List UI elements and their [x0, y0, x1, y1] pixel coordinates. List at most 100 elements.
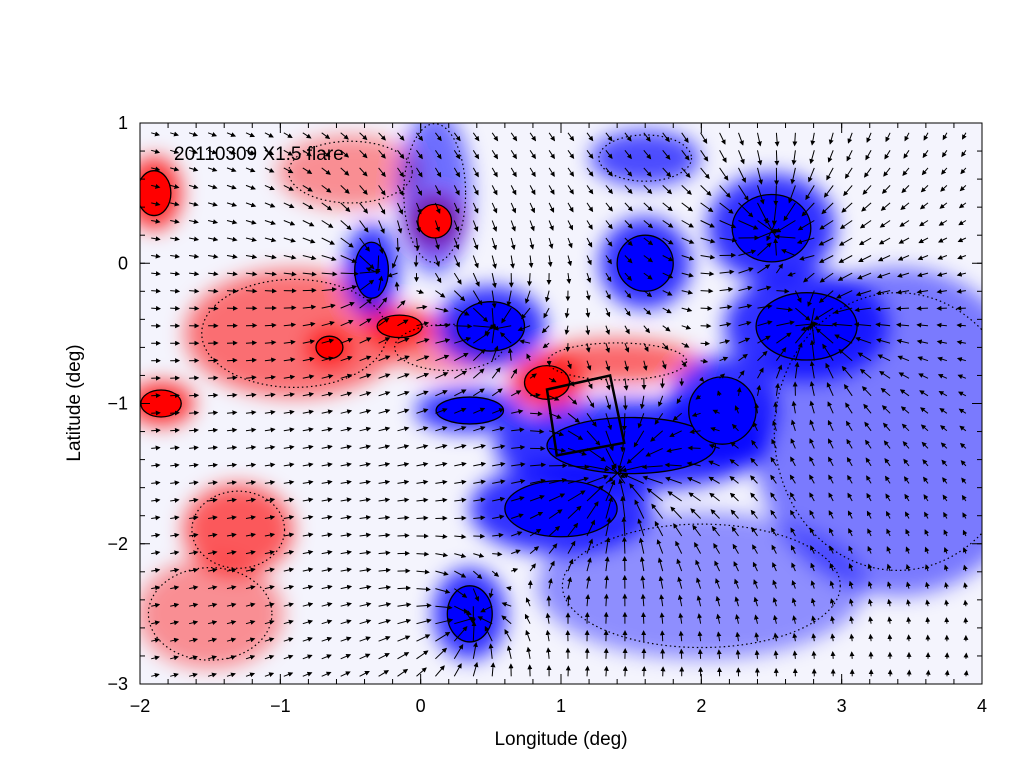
- field-arrow-557: [472, 348, 486, 362]
- field-arrow-494: [435, 372, 449, 379]
- field-arrow-973: [719, 356, 729, 362]
- field-arrow-564: [473, 479, 486, 485]
- field-arrow-805: [624, 220, 633, 229]
- field-arrow-342: [340, 514, 352, 520]
- field-arrow-53: [170, 497, 180, 503]
- field-arrow-726: [567, 505, 582, 519]
- field-arrow-258: [302, 167, 313, 174]
- field-arrow-473: [416, 569, 430, 575]
- field-arrow-56: [170, 550, 180, 556]
- field-arrow-309: [321, 497, 333, 503]
- field-arrow-645: [529, 220, 535, 232]
- field-arrow-770: [605, 167, 613, 177]
- field-arrow-848: [637, 413, 645, 429]
- field-arrow-260: [302, 202, 314, 210]
- field-arrow-587: [484, 325, 493, 336]
- positive-region-contour-4: [191, 490, 286, 569]
- field-arrow-783: [605, 395, 612, 410]
- field-arrow-39: [170, 253, 180, 259]
- field-arrow-577: [491, 150, 499, 160]
- field-arrow-859: [640, 593, 646, 607]
- positive-region-halo-2: [184, 269, 404, 398]
- field-arrow-67: [188, 184, 199, 190]
- field-arrow-143: [226, 392, 238, 398]
- field-arrow-858: [640, 575, 646, 589]
- field-arrow-55: [170, 532, 180, 538]
- field-arrow-590: [491, 367, 501, 379]
- field-arrow-747: [585, 325, 591, 336]
- field-arrow-526: [454, 370, 468, 379]
- field-arrow-268: [302, 339, 316, 345]
- field-arrow-136: [226, 271, 238, 277]
- field-arrow-988: [716, 613, 721, 624]
- field-arrow-1059: [773, 185, 779, 206]
- field-arrow-877: [661, 360, 667, 370]
- field-arrow-1007: [736, 387, 742, 396]
- field-arrow-626: [511, 444, 526, 450]
- field-arrow-445: [397, 635, 411, 642]
- field-arrow-314: [321, 584, 333, 590]
- field-arrow-606: [488, 643, 494, 659]
- field-arrow-261: [302, 220, 315, 227]
- field-arrow-681: [545, 290, 550, 303]
- field-arrow-914: [666, 447, 682, 453]
- field-arrow-447: [397, 668, 409, 677]
- field-arrow-922: [677, 576, 683, 589]
- field-arrow-10: [151, 305, 161, 311]
- field-arrow-372: [359, 479, 371, 485]
- field-arrow-919: [673, 523, 683, 537]
- field-arrow-25: [151, 567, 161, 573]
- field-arrow-883: [641, 464, 663, 470]
- field-arrow-424: [387, 272, 398, 278]
- field-arrow-497: [435, 426, 448, 432]
- field-arrow-711: [567, 255, 573, 267]
- field-arrow-177: [245, 427, 257, 433]
- field-arrow-721: [567, 430, 584, 440]
- field-arrow-240: [283, 409, 295, 415]
- field-arrow-449: [416, 150, 423, 160]
- field-arrow-901: [681, 220, 694, 228]
- field-arrow-353: [359, 149, 368, 159]
- field-arrow-484: [434, 202, 441, 214]
- field-arrow-401: [378, 426, 391, 432]
- field-arrow-816: [621, 413, 627, 431]
- field-arrow-583: [491, 255, 497, 269]
- x-tick-label-4: 2: [696, 696, 706, 716]
- negative-region-core-6: [616, 234, 674, 292]
- field-arrow-694: [548, 509, 563, 519]
- field-arrow-965: [719, 220, 737, 229]
- field-arrow-535: [454, 534, 467, 540]
- field-arrow-423: [391, 255, 398, 269]
- field-arrow-503: [435, 533, 448, 539]
- field-arrow-937: [700, 288, 714, 294]
- field-arrow-432: [397, 408, 410, 414]
- field-arrow-95: [188, 672, 198, 678]
- positive-region-halo-4: [183, 484, 293, 576]
- field-arrow-839: [643, 255, 654, 263]
- field-arrow-627: [511, 462, 526, 468]
- field-arrow-403: [378, 462, 391, 467]
- field-arrow-794: [604, 575, 610, 589]
- field-arrow-481: [434, 150, 442, 160]
- field-arrow-528: [454, 407, 467, 414]
- field-arrow-153: [226, 567, 237, 573]
- field-arrow-507: [435, 604, 453, 610]
- field-arrow-758: [586, 501, 599, 519]
- field-arrow-273: [302, 427, 314, 433]
- field-arrow-632: [511, 549, 521, 555]
- field-arrow-218: [264, 584, 275, 590]
- field-arrow-68: [188, 201, 199, 207]
- field-arrow-5: [151, 218, 161, 224]
- field-arrow-122: [207, 585, 218, 591]
- field-arrow-38: [170, 236, 180, 242]
- field-arrow-530: [454, 444, 467, 449]
- field-arrow-767: [584, 665, 590, 677]
- field-arrow-1005: [738, 353, 748, 362]
- field-arrow-291: [321, 184, 332, 193]
- field-arrow-695: [548, 525, 561, 537]
- field-arrow-644: [529, 202, 536, 214]
- field-arrow-509: [435, 631, 451, 642]
- field-arrow-221: [264, 637, 275, 643]
- field-arrow-752: [586, 413, 597, 428]
- field-arrow-322: [340, 167, 350, 176]
